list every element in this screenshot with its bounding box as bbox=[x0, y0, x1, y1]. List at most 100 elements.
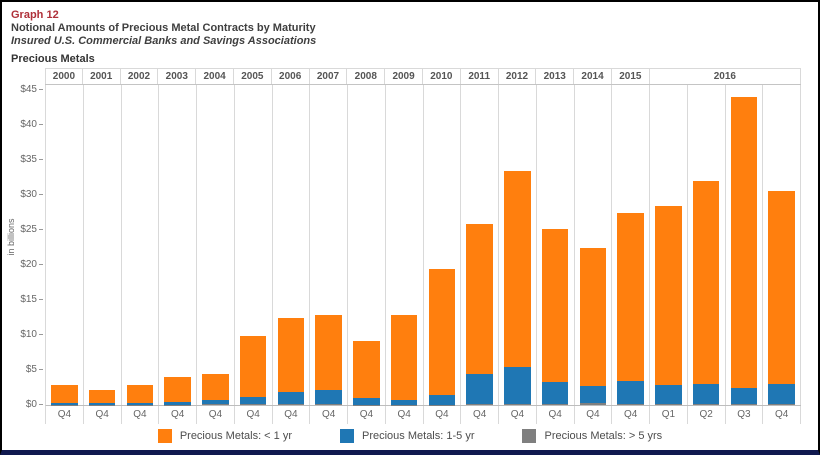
bar-segment-blue bbox=[202, 400, 229, 404]
year-label: 2011 bbox=[461, 69, 499, 84]
quarter-label: Q4 bbox=[84, 406, 122, 424]
quarter-label: Q4 bbox=[424, 406, 462, 424]
bar-segment-blue bbox=[428, 394, 456, 405]
legend-label: Precious Metals: < 1 yr bbox=[179, 430, 292, 442]
quarter-label: Q4 bbox=[575, 406, 613, 424]
year-label: 2001 bbox=[83, 69, 121, 84]
bar-segment-gray bbox=[239, 404, 267, 405]
legend-swatch-gray bbox=[522, 429, 537, 443]
bar-segment-gray bbox=[277, 404, 305, 405]
chart-column bbox=[386, 85, 424, 405]
chart-column bbox=[612, 85, 650, 405]
bar-segment-orange bbox=[579, 247, 607, 387]
quarter-label: Q4 bbox=[386, 406, 424, 424]
stacked-bar bbox=[353, 341, 380, 405]
y-tick-label: $20 bbox=[2, 259, 43, 271]
year-label: 2007 bbox=[310, 69, 348, 84]
stacked-bar bbox=[239, 335, 267, 405]
year-label: 2000 bbox=[45, 69, 83, 84]
chart-column bbox=[348, 85, 386, 405]
quarter-label: Q4 bbox=[46, 406, 84, 424]
stacked-bar bbox=[428, 269, 456, 405]
bar-segment-orange bbox=[730, 97, 758, 389]
stacked-bar bbox=[202, 373, 229, 405]
year-label: 2013 bbox=[536, 69, 575, 84]
bar-segment-blue bbox=[88, 403, 116, 405]
legend-label: Precious Metals: 1-5 yr bbox=[362, 430, 475, 442]
bar-segment-blue bbox=[390, 400, 418, 405]
graph-number: Graph 12 bbox=[11, 9, 59, 21]
chart-column bbox=[688, 85, 726, 405]
year-label: 2009 bbox=[385, 69, 423, 84]
legend-item: Precious Metals: > 5 yrs bbox=[522, 429, 662, 443]
legend-item: Precious Metals: 1-5 yr bbox=[340, 429, 474, 443]
x-axis-labels-row: Q4 Q4 Q4 Q4 Q4 Q4 Q4 Q4 Q4 Q4 Q4 Q4 Q4 Q4 Q4 Q4 Q1 Q2 Q3 Q4 bbox=[45, 406, 801, 424]
quarter-label: Q4 bbox=[763, 406, 801, 424]
bar-segment-orange bbox=[692, 181, 720, 385]
stacked-bar bbox=[768, 190, 795, 405]
stacked-bar bbox=[126, 384, 154, 405]
stacked-bar bbox=[277, 318, 305, 405]
plot-area: 2000 2001 2002 2003 2004 2005 2006 2007 2008 2009… bbox=[45, 68, 801, 426]
bar-segment-gray bbox=[202, 403, 229, 405]
year-label: 2002 bbox=[121, 69, 159, 84]
legend-label: Precious Metals: > 5 yrs bbox=[544, 430, 663, 442]
bar-segment-blue bbox=[617, 381, 644, 405]
stacked-bar bbox=[692, 181, 720, 405]
year-label: 2014 bbox=[574, 69, 612, 84]
quarter-label: Q4 bbox=[197, 406, 235, 424]
year-label: 2008 bbox=[347, 69, 386, 84]
bar-segment-orange bbox=[617, 212, 644, 382]
bar-segment-gray bbox=[655, 404, 682, 405]
stacked-bar bbox=[466, 224, 493, 405]
chart-column bbox=[310, 85, 348, 405]
bar-segment-blue bbox=[164, 401, 191, 405]
stacked-bar bbox=[315, 314, 342, 405]
stacked-bar bbox=[51, 385, 78, 405]
y-tick-label: $35 bbox=[2, 154, 43, 166]
bar-segment-gray bbox=[579, 402, 607, 405]
stacked-bar bbox=[617, 212, 644, 405]
bar-segment-blue bbox=[504, 366, 531, 405]
y-tick-label: $25 bbox=[2, 224, 43, 236]
legend-item: Precious Metals: < 1 yr bbox=[157, 429, 292, 443]
year-label: 2005 bbox=[234, 69, 272, 84]
y-tick-label: $5 bbox=[2, 364, 43, 376]
title-block: Graph 12 Notional Amounts of Precious Me… bbox=[11, 9, 316, 48]
bar-segment-orange bbox=[390, 314, 418, 401]
chart-column bbox=[499, 85, 537, 405]
bar-segment-gray bbox=[315, 404, 342, 405]
bar-segment-orange bbox=[315, 314, 342, 391]
quarter-label: Q4 bbox=[310, 406, 348, 424]
year-label: 2006 bbox=[272, 69, 310, 84]
bar-segment-orange bbox=[504, 171, 531, 367]
quarter-label: Q4 bbox=[159, 406, 197, 424]
chart-column bbox=[575, 85, 613, 405]
chart-column bbox=[46, 85, 84, 405]
quarter-label: Q4 bbox=[499, 406, 537, 424]
bar-segment-orange bbox=[239, 335, 267, 398]
bar-segment-blue bbox=[730, 388, 758, 405]
bar-segment-gray bbox=[504, 404, 531, 405]
bar-segment-gray bbox=[466, 404, 493, 405]
y-axis: $45 $40 $35 $30 $25 $20 $15 $10 $5 $0 bbox=[2, 84, 43, 410]
bar-segment-orange bbox=[277, 318, 305, 393]
y-tick-label: $45 bbox=[2, 84, 43, 96]
bar-segment-orange bbox=[655, 206, 682, 386]
chart-column bbox=[537, 85, 575, 405]
bar-segment-gray bbox=[730, 404, 758, 405]
quarter-label: Q2 bbox=[688, 406, 726, 424]
legend-swatch-orange bbox=[157, 429, 172, 443]
bar-segment-gray bbox=[692, 404, 720, 405]
stacked-bar bbox=[88, 389, 116, 405]
bar-segment-blue bbox=[239, 397, 267, 405]
bar-segment-orange bbox=[88, 389, 116, 404]
chart-subtitle: Insured U.S. Commercial Banks and Saving… bbox=[11, 35, 317, 47]
quarter-label: Q4 bbox=[273, 406, 311, 424]
bar-segment-gray bbox=[617, 404, 644, 405]
year-label: 2015 bbox=[612, 69, 650, 84]
chart-column bbox=[122, 85, 160, 405]
bar-segment-blue bbox=[768, 384, 795, 405]
stacked-bar bbox=[164, 377, 191, 405]
